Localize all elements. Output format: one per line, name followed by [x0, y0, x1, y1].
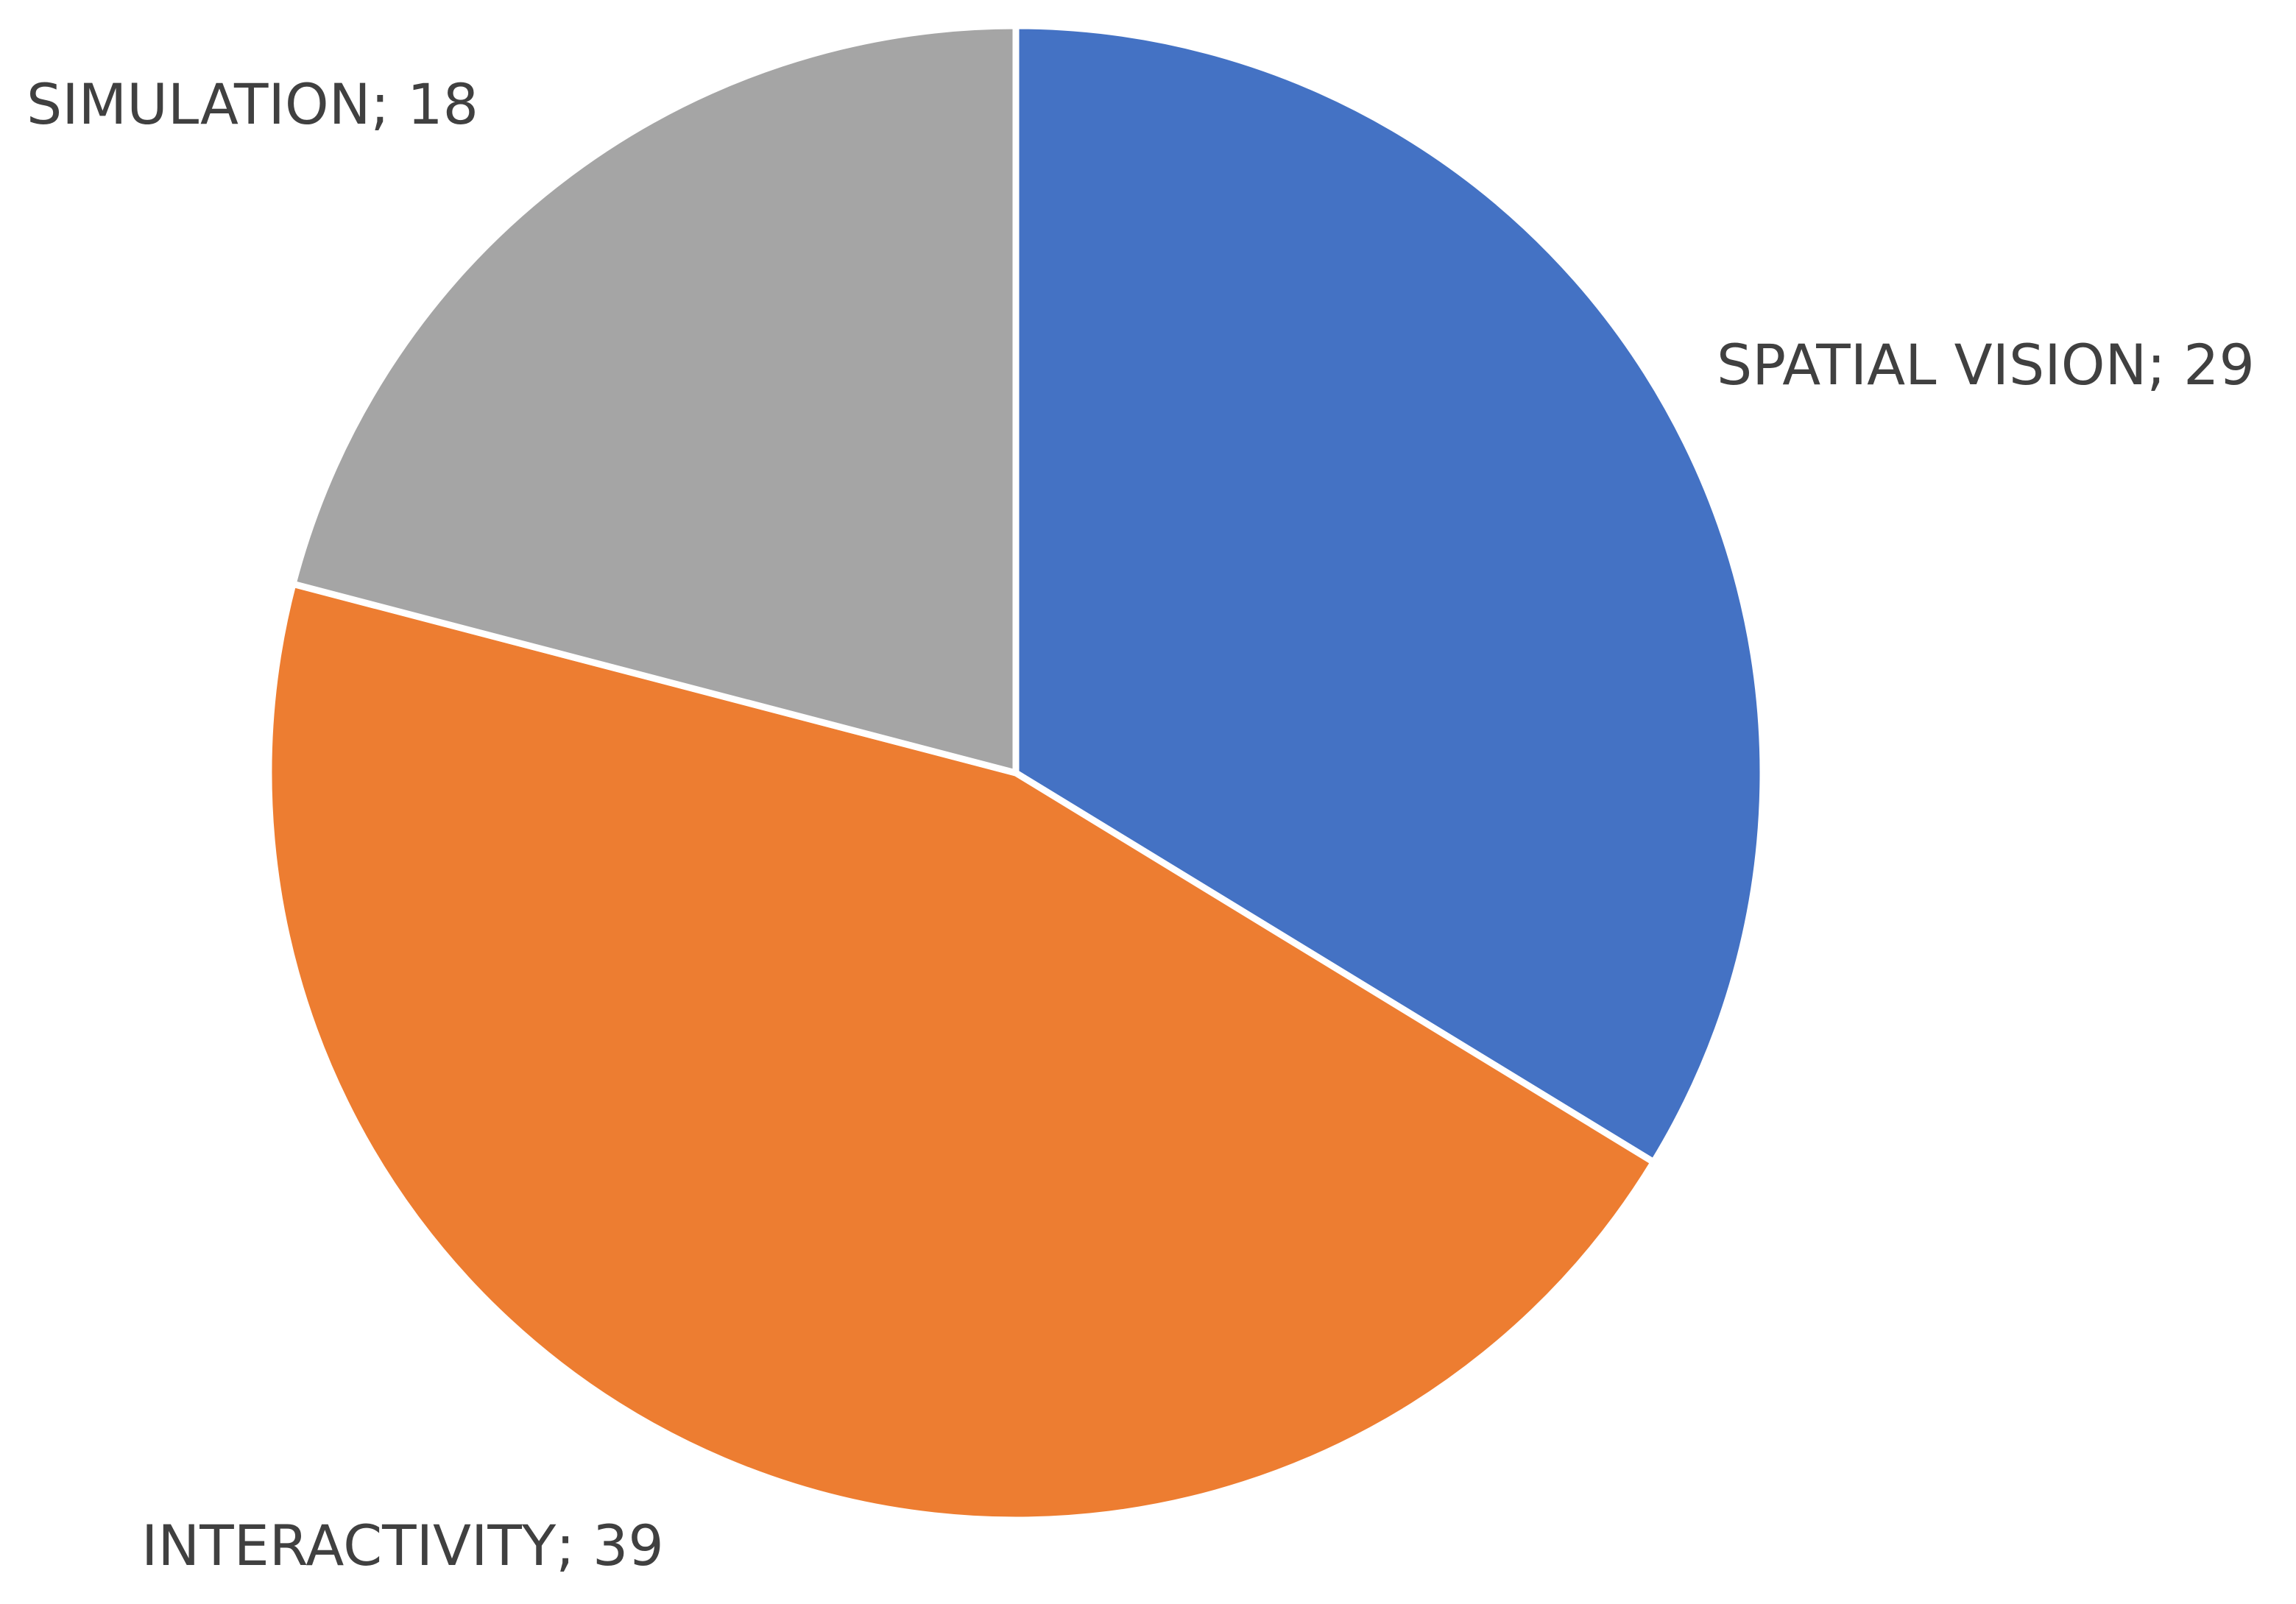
pie-slice-simulation	[289, 22, 1020, 777]
pie-slice-interactivity	[265, 580, 1657, 1524]
pie-slices	[265, 22, 1767, 1524]
slice-label-spatial-vision: SPATIAL VISION; 29	[1717, 332, 2255, 398]
pie-labels: SPATIAL VISION; 29 INTERACTIVITY; 39 SIM…	[27, 71, 2255, 1578]
pie-slice-spatial-vision	[1012, 22, 1767, 1166]
slice-label-simulation: SIMULATION; 18	[27, 71, 478, 137]
slice-label-interactivity: INTERACTIVITY; 39	[141, 1513, 664, 1578]
